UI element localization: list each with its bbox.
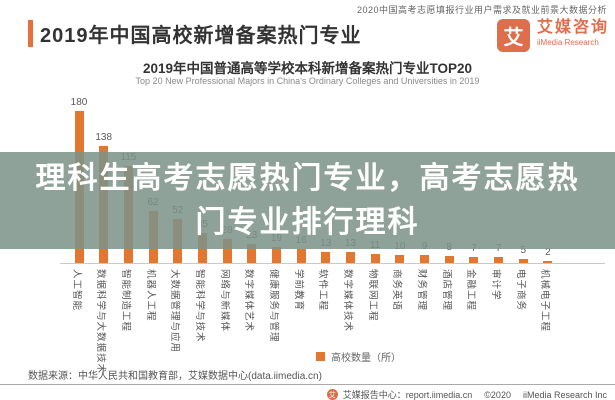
x-axis-label: 网络与新媒体 [218,269,230,333]
x-axis-label: 机械电子工程 [539,269,551,333]
bar [296,249,306,263]
bar [271,247,281,263]
x-axis-line [60,263,605,264]
x-axis-label: 学前教育 [292,269,304,312]
bar [370,254,380,263]
x-axis-label: 智能科学与技术 [193,269,205,343]
bar [518,259,528,263]
footer-copyright: ©2020 [484,389,511,400]
watermark-overlay-banner: 理科生高考志愿热门专业，高考志愿热 门专业排行理科 [0,152,615,249]
x-axis-label: 审计学 [490,269,502,301]
bar-value-label: 2 [545,247,551,258]
data-source-note: 数据来源：中华人民共和国教育部，艾媒数据中心(data.iimedia.cn) [28,371,322,382]
logo-name-en: iiMedia Research [537,38,599,47]
x-axis-label: 金融工程 [465,269,477,312]
x-axis-label: 商务英语 [391,269,403,312]
logo-name-cn: 艾媒咨询 [537,19,610,36]
footer-company: iiMedia Research Inc [522,389,607,400]
footer-divider [0,384,615,385]
report-title-topline: 2020中国高考志愿填报行业用户需求及就业前景大数据分析 [356,5,607,15]
page-title: 2019年中国高校新增备案热门专业 [40,25,362,47]
bar [222,239,232,263]
iimedia-logo-text: 艾媒咨询 iiMedia Research [537,20,609,47]
x-axis-label: 大数据管理与应用 [169,269,181,354]
bar [444,256,454,263]
bar [395,255,405,263]
chart-legend: 高校数量（所） [316,349,401,364]
x-axis-label: 智能制造工程 [119,269,131,333]
x-axis-label: 酒店管理 [440,269,452,312]
title-accent-bar [28,20,33,47]
x-axis-label: 人工智能 [70,269,82,312]
x-axis-label: 数据科学与大数据技术 [95,269,107,375]
overlay-text-line2: 门专业排行理科 [195,205,420,239]
bar [543,261,553,263]
bar [420,255,430,263]
x-axis-label: 物联网工程 [366,269,378,322]
overlay-text-line1: 理科生高考志愿热门专业，高考志愿热 [35,161,580,195]
x-axis-label: 数字媒体艺术 [243,269,255,333]
x-axis-label: 机器人工程 [144,269,156,322]
bar-value-label: 5 [520,245,527,256]
iimedia-logo-icon: 艾 [497,19,530,52]
footer-bar: 艾 艾媒报告中心：report.iimedia.cn ©2020 iiMedia… [326,388,607,400]
iimedia-footer-icon: 艾 [326,389,338,400]
bar [494,257,504,263]
bar [345,252,355,263]
chart-subtitle-en: Top 20 New Professional Majors in China'… [135,76,480,86]
x-axis-label: 财务管理 [416,269,428,312]
bar [321,252,331,263]
x-axis-label: 软件工程 [317,269,329,312]
legend-swatch-icon [316,352,325,361]
chart-title: 2019年中国普通高等学校本科新增备案热门专业TOP20 [142,61,473,76]
bar [247,244,257,263]
bar-value-label: 180 [70,97,88,108]
x-axis-label: 健康服务与管理 [267,269,279,343]
bar [469,257,479,263]
x-axis-label: 数字媒体技术 [341,269,353,333]
bar-value-label: 138 [95,132,113,143]
x-axis-label: 电子商务 [514,269,526,312]
legend-label: 高校数量（所） [331,353,401,364]
footer-report-center: 艾媒报告中心：report.iimedia.cn [342,390,473,400]
